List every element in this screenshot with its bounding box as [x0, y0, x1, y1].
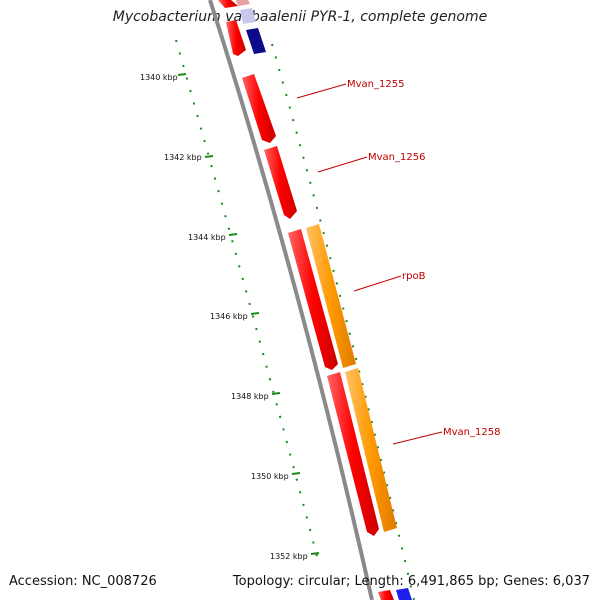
gene-arrow[interactable]	[240, 8, 256, 24]
tick-label: 1340 kbp	[140, 73, 178, 82]
leader-line	[353, 275, 402, 292]
gene-arrow[interactable]	[288, 229, 338, 370]
genome-backbone	[208, 0, 374, 600]
genome-summary-text: Topology: circular; Length: 6,491,865 bp…	[232, 574, 590, 589]
gene-label-mvan-1258[interactable]: Mvan_1258	[443, 427, 500, 438]
gene-arrow-rpoB[interactable]	[306, 224, 356, 368]
tick-label: 1348 kbp	[231, 392, 269, 401]
gene-label-lines	[296, 83, 443, 445]
gene-arrow[interactable]	[396, 588, 412, 600]
gene-arrow[interactable]	[327, 372, 379, 536]
tick-label: 1342 kbp	[164, 153, 202, 162]
major-tick	[228, 233, 238, 236]
outer-dotted-line	[271, 43, 415, 600]
scale-ticks: 1340 kbp 1342 kbp 1344 kbp 1346 kbp 1348…	[140, 73, 320, 561]
gene-features[interactable]	[218, 0, 412, 600]
tick-label: 1352 kbp	[270, 552, 308, 561]
gene-arrow-mvan-1258[interactable]	[345, 368, 397, 532]
major-tick	[271, 392, 281, 395]
major-tick	[250, 312, 260, 315]
gene-arrow[interactable]	[378, 590, 394, 600]
tick-label: 1350 kbp	[251, 472, 289, 481]
major-tick	[177, 73, 187, 76]
major-tick	[204, 155, 214, 158]
tick-label: 1346 kbp	[210, 312, 248, 321]
gene-arrow-mvan-1256[interactable]	[264, 146, 297, 219]
leader-line	[317, 156, 368, 173]
map-title: Mycobacterium vanbaalenii PYR-1, complet…	[112, 9, 488, 25]
gene-arrow[interactable]	[226, 20, 246, 56]
gene-arrow-mvan-1255[interactable]	[242, 74, 276, 143]
accession-text: Accession: NC_008726	[9, 574, 157, 589]
gene-arrow[interactable]	[236, 0, 250, 6]
tick-label: 1344 kbp	[188, 233, 226, 242]
leader-line	[296, 83, 347, 99]
gene-label-mvan-1256[interactable]: Mvan_1256	[368, 152, 425, 163]
major-tick	[310, 552, 320, 555]
leader-line	[392, 431, 443, 445]
gene-label-rpob[interactable]: rpoB	[402, 271, 426, 282]
gene-arrow[interactable]	[246, 28, 266, 54]
gene-arrow[interactable]	[218, 0, 238, 8]
gene-label-mvan-1255[interactable]: Mvan_1255	[347, 79, 404, 90]
major-tick	[291, 472, 301, 475]
